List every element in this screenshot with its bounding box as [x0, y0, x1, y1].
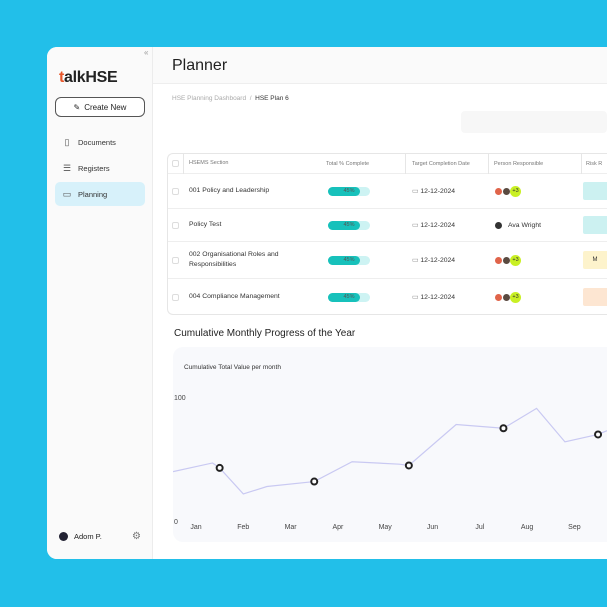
person-responsible: Ava Wright: [494, 220, 541, 230]
data-point: [215, 463, 224, 472]
create-new-button[interactable]: ✎ Create New: [55, 97, 145, 117]
col-section: HSEMS Section: [189, 159, 229, 166]
x-tick-label: Sep: [568, 524, 581, 531]
data-point: [310, 477, 319, 486]
progress-bar: 45%: [328, 292, 370, 302]
series-line: [173, 407, 607, 495]
y-tick-label: 100: [174, 395, 186, 402]
progress-bar: 45%: [328, 220, 370, 230]
person-responsible: +3: [494, 291, 521, 303]
select-all-checkbox[interactable]: [172, 160, 179, 167]
section-name: 004 Compliance Management: [189, 293, 280, 301]
sidebar-item-planning[interactable]: ▭ Planning: [55, 182, 145, 206]
x-tick-label: May: [379, 524, 393, 531]
line-chart: Cumulative Total Value per month 100 0 Jan…: [173, 347, 607, 542]
chart-section-title: Cumulative Monthly Progress of the Year: [174, 328, 356, 339]
risk-badge: [583, 216, 607, 234]
x-tick-label: Apr: [332, 524, 344, 531]
x-tick-label: Jul: [475, 524, 484, 531]
table-row[interactable]: Policy Test 45% ▭ 12-12-2024 Ava Wright: [168, 209, 607, 242]
breadcrumb-current: HSE Plan 6: [255, 95, 289, 102]
person-responsible: +3: [494, 254, 521, 266]
more-people-badge: +3: [510, 254, 521, 266]
row-checkbox[interactable]: [172, 256, 179, 264]
avatar: [494, 220, 503, 230]
col-date: Target Completion Date: [412, 160, 470, 167]
breadcrumb: HSE Planning Dashboard / HSE Plan 6: [172, 95, 289, 102]
y-tick-label: 0: [174, 519, 178, 526]
data-point: [594, 430, 603, 439]
progress-bar: 45%: [328, 255, 370, 265]
col-progress: Total % Complete: [326, 160, 370, 167]
user-profile[interactable]: Adom P. ⚙: [59, 531, 141, 542]
main-content: Planner HSE Planning Dashboard / HSE Pla…: [153, 47, 607, 559]
document-icon: ▯: [64, 136, 70, 147]
gear-icon[interactable]: ⚙: [132, 531, 141, 542]
plan-table: HSEMS Section Total % Complete Target Co…: [167, 153, 607, 315]
page-title: Planner: [153, 47, 607, 84]
section-name: 002 Organisational Roles and Responsibil…: [189, 251, 279, 268]
person-responsible: +3: [494, 185, 521, 197]
sidebar-item-documents[interactable]: ▯ Documents: [55, 130, 145, 154]
x-tick-label: Mar: [285, 524, 298, 531]
row-checkbox[interactable]: [172, 187, 179, 195]
target-date: ▭ 12-12-2024: [412, 257, 456, 264]
calendar-icon: ▭: [412, 222, 419, 229]
data-point: [499, 424, 508, 433]
risk-badge: [583, 288, 607, 306]
table-header: HSEMS Section Total % Complete Target Co…: [168, 154, 607, 174]
sidebar: « talkHSE ✎ Create New ▯ Documents ☰ Regist…: [47, 47, 153, 559]
x-tick-label: Jun: [427, 524, 438, 531]
more-people-badge: +3: [510, 291, 521, 303]
calendar-icon: ▭: [412, 257, 419, 264]
logo: talkHSE: [59, 69, 118, 86]
avatar: [59, 532, 68, 541]
section-name: Policy Test: [189, 221, 222, 229]
more-people-badge: +3: [510, 185, 521, 197]
target-date: ▭ 12-12-2024: [412, 294, 456, 301]
calendar-icon: ▭: [412, 188, 419, 195]
target-date: ▭ 12-12-2024: [412, 188, 456, 195]
app-window: « talkHSE ✎ Create New ▯ Documents ☰ Regist…: [47, 47, 607, 559]
x-tick-label: Jan: [190, 524, 201, 531]
risk-badge: M: [583, 251, 607, 269]
risk-badge: [583, 182, 607, 200]
table-row[interactable]: 004 Compliance Management 45% ▭ 12-12-20…: [168, 279, 607, 315]
calendar-icon: ▭: [412, 294, 419, 301]
col-person: Person Responsible: [494, 160, 544, 167]
breadcrumb-parent[interactable]: HSE Planning Dashboard: [172, 95, 247, 102]
col-risk: Risk R: [586, 160, 603, 167]
collapse-sidebar-icon[interactable]: «: [144, 48, 149, 57]
placeholder-bar: [461, 111, 607, 133]
row-checkbox[interactable]: [172, 221, 179, 229]
x-tick-label: Aug: [521, 524, 534, 531]
table-row[interactable]: 001 Policy and Leadership 45% ▭ 12-12-20…: [168, 174, 607, 209]
chart-subtitle: Cumulative Total Value per month: [184, 364, 281, 371]
progress-bar: 45%: [328, 186, 370, 196]
sidebar-item-registers[interactable]: ☰ Registers: [62, 162, 110, 173]
table-row[interactable]: 002 Organisational Roles and Responsibil…: [168, 242, 607, 279]
edit-icon: ✎: [73, 102, 81, 112]
target-date: ▭ 12-12-2024: [412, 222, 456, 229]
data-point: [404, 461, 413, 470]
list-icon: ☰: [62, 162, 72, 173]
section-name: 001 Policy and Leadership: [189, 187, 270, 195]
x-tick-label: Feb: [237, 524, 249, 531]
row-checkbox[interactable]: [172, 293, 179, 301]
calendar-icon: ▭: [62, 188, 72, 199]
